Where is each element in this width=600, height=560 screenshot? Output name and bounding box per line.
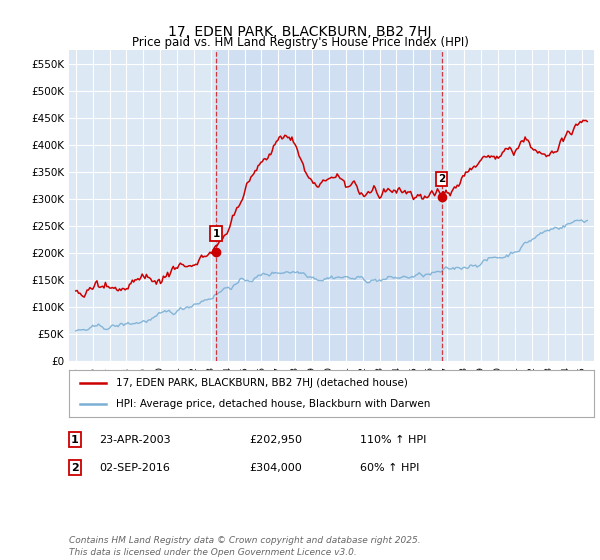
- Text: 17, EDEN PARK, BLACKBURN, BB2 7HJ (detached house): 17, EDEN PARK, BLACKBURN, BB2 7HJ (detac…: [116, 378, 408, 388]
- Text: 1: 1: [212, 228, 220, 239]
- Bar: [216, 50, 442, 361]
- Text: Price paid vs. HM Land Registry's House Price Index (HPI): Price paid vs. HM Land Registry's House …: [131, 36, 469, 49]
- Text: Contains HM Land Registry data © Crown copyright and database right 2025.
This d: Contains HM Land Registry data © Crown c…: [69, 536, 421, 557]
- Text: £202,950: £202,950: [249, 435, 302, 445]
- Text: 2: 2: [71, 463, 79, 473]
- Text: 2: 2: [438, 174, 445, 184]
- Text: 23-APR-2003: 23-APR-2003: [99, 435, 170, 445]
- Text: 1: 1: [71, 435, 79, 445]
- Text: 110% ↑ HPI: 110% ↑ HPI: [360, 435, 427, 445]
- Text: 02-SEP-2016: 02-SEP-2016: [99, 463, 170, 473]
- Text: HPI: Average price, detached house, Blackburn with Darwen: HPI: Average price, detached house, Blac…: [116, 399, 431, 409]
- Text: 17, EDEN PARK, BLACKBURN, BB2 7HJ: 17, EDEN PARK, BLACKBURN, BB2 7HJ: [168, 25, 432, 39]
- Text: £304,000: £304,000: [249, 463, 302, 473]
- Text: 60% ↑ HPI: 60% ↑ HPI: [360, 463, 419, 473]
